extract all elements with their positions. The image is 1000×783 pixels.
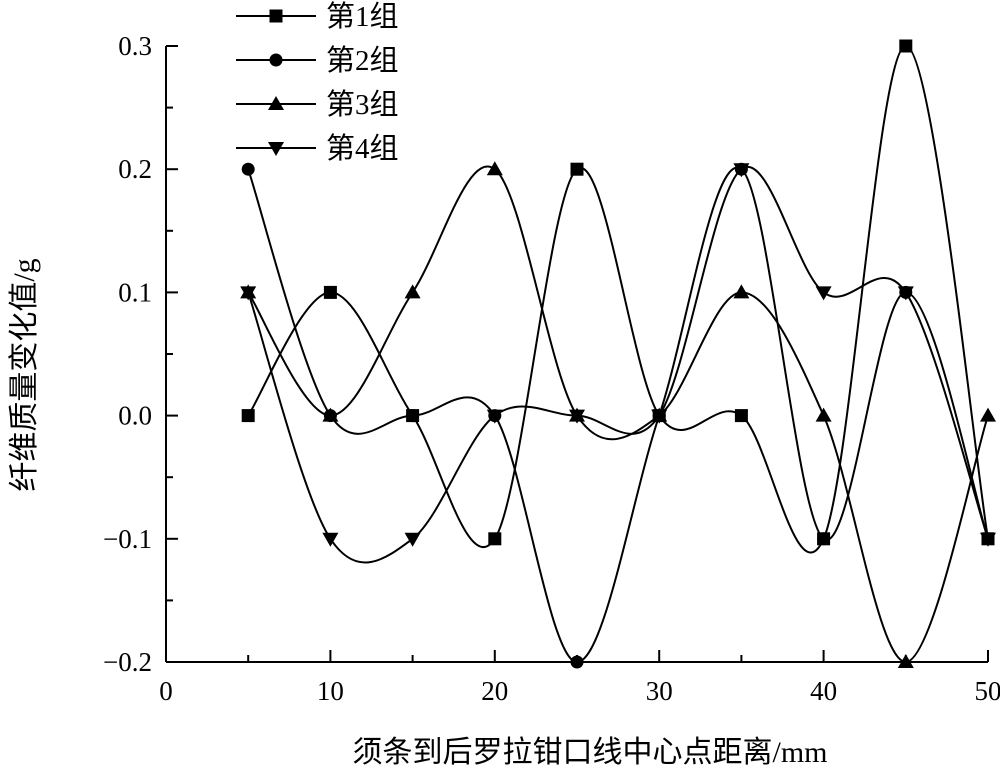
series-4-point: [651, 409, 668, 424]
series-1-point: [570, 162, 584, 176]
series-3-point: [897, 654, 914, 668]
y-tick-label: 0.2: [118, 154, 152, 184]
tick-labels: 0 10 20 30 40 50 −0.2 −0.1 0.0 0.1 0.2 0.3: [103, 31, 1000, 706]
series-4-point: [486, 409, 503, 424]
series-4-line: [247, 165, 989, 564]
series-4-point: [815, 286, 832, 301]
series-markers: [240, 39, 996, 669]
y-axis-label: 纤维质量变化值/g: [8, 258, 41, 491]
legend-marker-1: [269, 9, 283, 23]
series-3-point: [486, 161, 503, 176]
series-2-line: [247, 166, 989, 664]
series-2-point: [241, 162, 255, 176]
series-1-point: [734, 409, 748, 423]
series-4-point: [733, 163, 750, 178]
x-axis-label: 须条到后罗拉钳口线中心点距离/mm: [352, 736, 827, 769]
series-4-point: [322, 532, 339, 547]
series-2-point: [406, 409, 420, 423]
series-4-point: [404, 532, 421, 547]
x-tick-label: 30: [646, 676, 673, 706]
series-4-point: [897, 286, 914, 301]
tick-marks: [165, 45, 989, 663]
x-tick-label: 10: [317, 676, 344, 706]
series-1-point: [899, 39, 913, 53]
y-tick-label: −0.1: [103, 524, 152, 554]
series-3-line: [247, 165, 989, 664]
legend-marker-2: [269, 53, 283, 67]
y-tick-label: 0.0: [118, 401, 152, 431]
series-1-point: [323, 285, 337, 299]
axes: [165, 46, 988, 663]
series-2-point: [817, 532, 831, 546]
legend-marker-3: [268, 96, 284, 110]
series-1-point: [241, 409, 255, 423]
legend-label-2: 第2组: [326, 44, 399, 77]
series-4-point: [569, 409, 585, 424]
series-3-point: [815, 407, 832, 422]
legend-label-4: 第4组: [326, 132, 399, 165]
series-1-line: [247, 44, 989, 554]
x-tick-label: 40: [810, 676, 837, 706]
x-tick-label: 0: [159, 676, 173, 706]
x-tick-label: 20: [481, 676, 508, 706]
y-tick-label: 0.3: [118, 31, 152, 61]
series-2-point: [570, 655, 584, 669]
y-tick-label: −0.2: [103, 647, 152, 677]
legend-label-3: 第3组: [326, 88, 399, 121]
series-3-point: [733, 284, 750, 299]
series-1-point: [488, 532, 502, 546]
series-3-point: [322, 407, 339, 422]
series-4-point: [980, 532, 996, 547]
legend-label-1: 第1组: [326, 0, 399, 33]
x-tick-label: 50: [975, 676, 1000, 706]
series-4-point: [240, 286, 257, 301]
series-3-point: [980, 407, 996, 422]
legend-marker-4: [268, 142, 284, 156]
series-3-point: [404, 284, 421, 299]
y-tick-label: 0.1: [118, 277, 152, 307]
